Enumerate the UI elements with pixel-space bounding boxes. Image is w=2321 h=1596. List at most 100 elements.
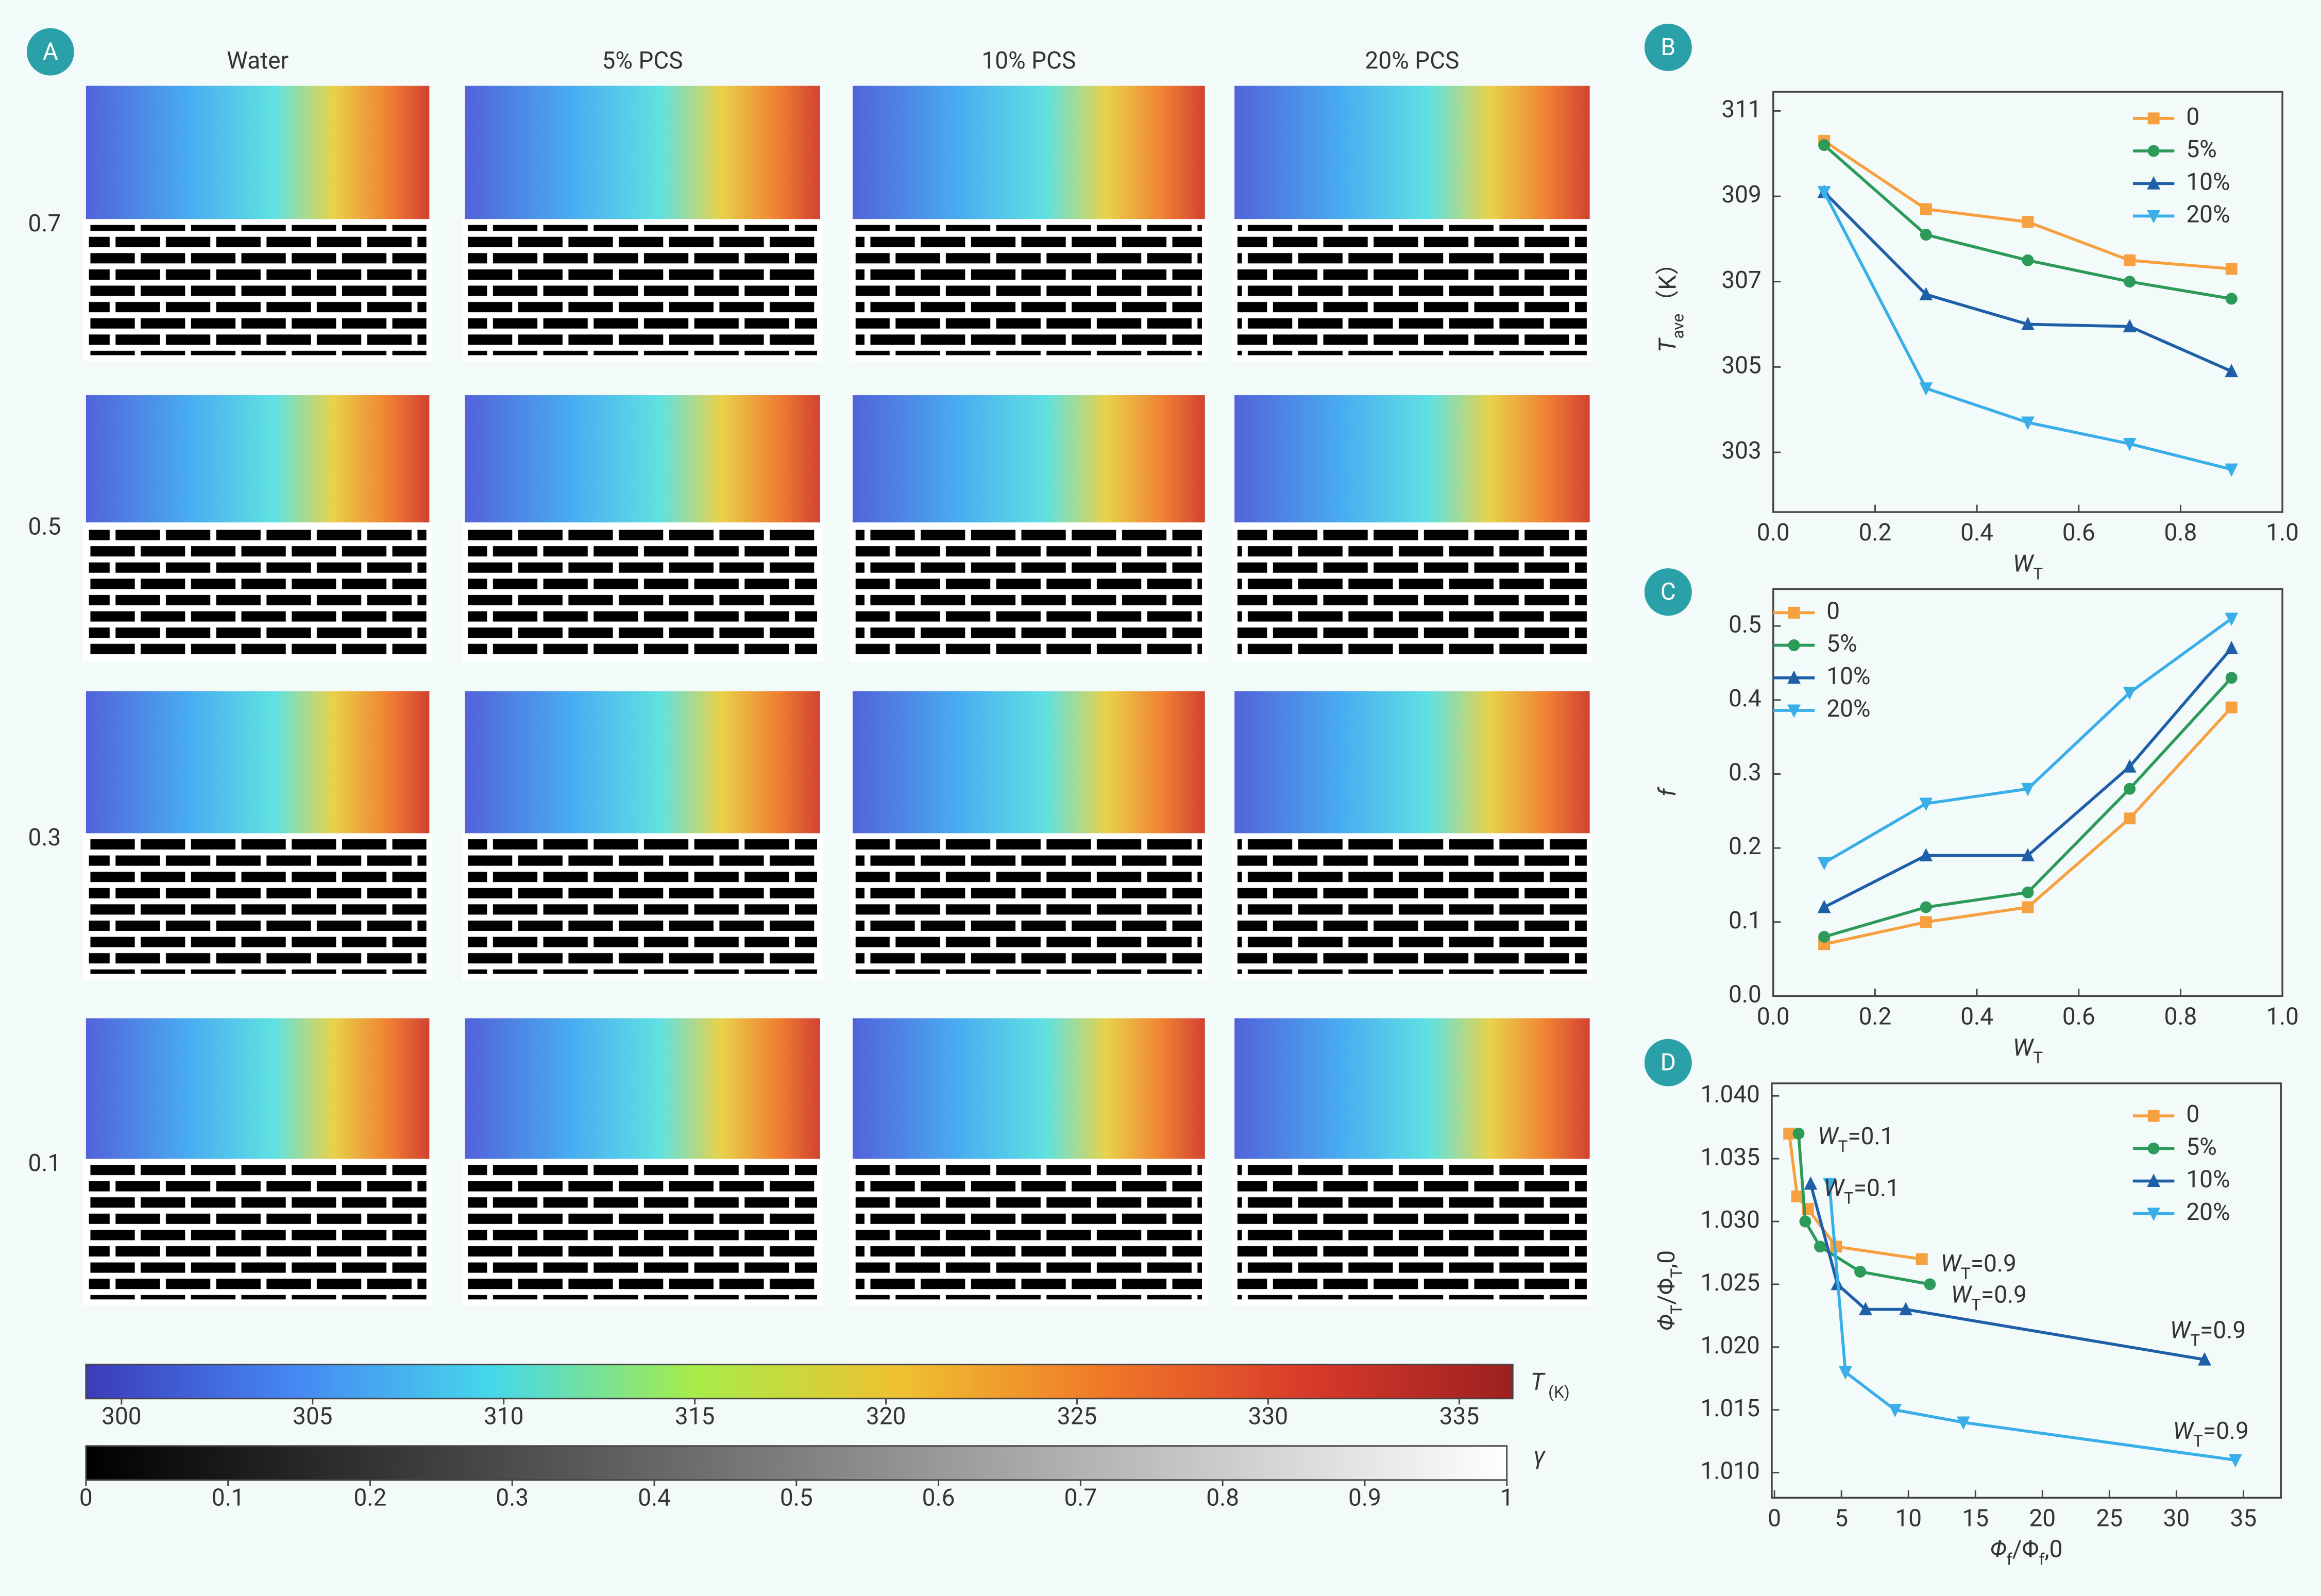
- x-tick-label: 0: [1768, 1505, 1781, 1533]
- colorbar-tick-label: 0.7: [1064, 1484, 1097, 1512]
- marker: [1920, 901, 1932, 913]
- panel-badge: [1644, 1039, 1692, 1086]
- panel-badge: [1644, 23, 1692, 71]
- marker: [1788, 639, 1800, 652]
- marker: [1799, 1215, 1811, 1228]
- marker: [2225, 701, 2238, 714]
- topology-map: [83, 522, 433, 662]
- x-tick-label: 0.4: [1960, 519, 1993, 547]
- marker: [1822, 1178, 1836, 1192]
- topology-map: [850, 219, 1208, 361]
- marker: [2124, 812, 2136, 825]
- y-axis-label: Tave（K）: [1654, 251, 1688, 352]
- marker: [2021, 416, 2035, 430]
- x-tick-label: 15: [1962, 1505, 1989, 1533]
- marker: [2124, 254, 2136, 266]
- annotation: WT=0.9: [2173, 1417, 2248, 1451]
- marker: [1920, 229, 1932, 241]
- panel-letter: B: [1661, 33, 1676, 61]
- y-tick-label: 305: [1721, 352, 1761, 380]
- marker: [2021, 848, 2035, 861]
- marker: [1919, 382, 1933, 396]
- legend-label: 0: [2186, 1100, 2199, 1128]
- colorbar-tick-label: 335: [1439, 1402, 1479, 1430]
- marker: [2147, 1208, 2161, 1221]
- temperature-map: [1234, 1018, 1590, 1162]
- marker: [1818, 139, 1831, 151]
- annotation-part: =0.9: [1981, 1281, 2027, 1309]
- column-title: 10% PCS: [981, 47, 1076, 75]
- column-title: Water: [227, 47, 289, 75]
- marker: [1919, 287, 1933, 301]
- topology-map: [462, 219, 823, 361]
- temperature-map: [852, 691, 1205, 837]
- temperature-map: [465, 86, 820, 222]
- x-tick-label: 0.6: [2062, 1003, 2095, 1031]
- row-label: 0.7: [28, 210, 61, 237]
- legend-label: 5%: [2186, 1133, 2216, 1161]
- marker: [1804, 1176, 1818, 1190]
- annotation-part: W: [1951, 1281, 1973, 1309]
- marker: [2147, 176, 2161, 190]
- marker: [1888, 1404, 1902, 1418]
- annotation-part: T: [1838, 1137, 1848, 1156]
- column-title: 5% PCS: [602, 47, 683, 75]
- marker: [2147, 210, 2161, 224]
- x-tick-label: 0.0: [1757, 519, 1790, 547]
- annotation-part: W: [1818, 1123, 1839, 1150]
- marker: [2123, 686, 2137, 700]
- x-tick-label: 0.0: [1757, 1003, 1790, 1031]
- colorbar-tick-label: 0.3: [496, 1484, 529, 1512]
- marker: [1839, 1366, 1852, 1380]
- y-tick-label: 303: [1721, 437, 1761, 465]
- x-axis-label-part: ,0: [2045, 1536, 2063, 1564]
- annotation-part: T: [2193, 1432, 2203, 1451]
- colorbar-tick-label: 0.2: [354, 1484, 387, 1512]
- x-axis-label-part: T: [2033, 1048, 2043, 1067]
- annotation: WT=0.1: [1818, 1123, 1893, 1156]
- annotation-part: W: [1940, 1250, 1962, 1278]
- marker: [1814, 1241, 1826, 1253]
- topology-map: [1231, 219, 1593, 361]
- annotation-part: =0.9: [1971, 1250, 2017, 1278]
- y-axis-label: ΦT/ΦT,0: [1653, 1250, 1686, 1331]
- colorbar-tick-label: 315: [675, 1402, 715, 1430]
- series-line: [1823, 617, 2232, 864]
- annotation: WT=0.9: [1951, 1281, 2027, 1315]
- marker: [1920, 203, 1932, 215]
- temperature-map: [86, 1018, 430, 1162]
- annotation-part: T: [1961, 1264, 1971, 1283]
- y-axis-label-part: T: [1667, 1304, 1686, 1314]
- column-title: 20% PCS: [1365, 47, 1459, 75]
- topology-map: [83, 1159, 433, 1305]
- marker: [2123, 319, 2137, 333]
- x-tick-label: 30: [2163, 1505, 2190, 1533]
- panel-letter: A: [43, 38, 58, 66]
- x-axis-label-part: W: [2013, 550, 2035, 578]
- temperature-map: [852, 395, 1205, 525]
- marker: [1956, 1416, 1970, 1430]
- y-tick-label: 0.2: [1729, 833, 1761, 860]
- y-tick-label: 309: [1721, 181, 1761, 209]
- temperature-map: [1234, 691, 1590, 837]
- annotation-part: T: [1971, 1295, 1981, 1314]
- colorbar-tick-label: 0: [79, 1484, 93, 1512]
- plot-frame: [1772, 91, 2283, 513]
- colorbar-label: T (K): [1531, 1368, 1570, 1402]
- marker: [1919, 797, 1933, 811]
- temperature-map: [852, 1018, 1205, 1162]
- marker: [2225, 293, 2238, 305]
- marker: [2123, 437, 2137, 451]
- colorbar-tick-label: 330: [1248, 1402, 1288, 1430]
- y-tick-label: 1.020: [1701, 1332, 1760, 1360]
- topology-map: [462, 833, 823, 980]
- marker: [2147, 1174, 2161, 1187]
- y-tick-label: 307: [1721, 266, 1761, 294]
- marker: [2225, 263, 2238, 275]
- panel-letter: D: [1661, 1049, 1676, 1077]
- topology-map: [462, 522, 823, 662]
- marker: [2225, 613, 2239, 626]
- legend-label: 10%: [1826, 663, 1870, 690]
- marker: [1818, 930, 1831, 943]
